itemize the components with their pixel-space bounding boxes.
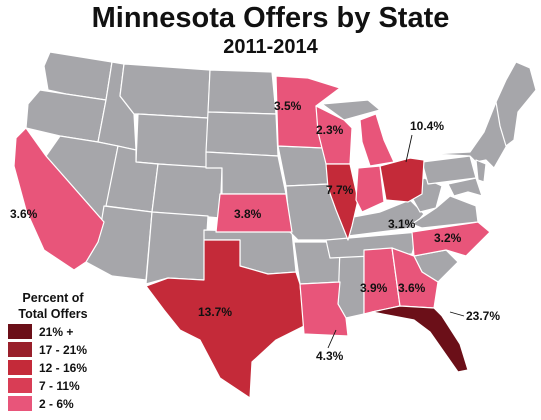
state-mi xyxy=(359,113,395,167)
legend-swatch xyxy=(8,360,32,375)
legend-label: 17 - 21% xyxy=(39,342,88,357)
label-la: 4.3% xyxy=(316,349,344,363)
legend-item: 7 - 11% xyxy=(8,377,148,394)
label-ks: 3.8% xyxy=(234,207,262,221)
state-mt xyxy=(119,63,211,119)
legend-item: 21% + xyxy=(8,323,148,340)
state-ca xyxy=(13,127,105,271)
map-subtitle: 2011-2014 xyxy=(223,36,318,58)
state-oh xyxy=(379,157,425,203)
label-mn: 3.5% xyxy=(274,99,302,113)
leader-line-fl xyxy=(449,311,465,317)
label-ca: 3.6% xyxy=(10,207,38,221)
legend-swatch xyxy=(8,342,32,357)
label-oh: 10.4% xyxy=(410,119,444,133)
legend-swatch xyxy=(8,396,32,411)
legend-item: 17 - 21% xyxy=(8,341,148,358)
map-title: Minnesota Offers by State xyxy=(91,2,450,34)
legend: Percent of Total Offers 21% + 17 - 21% 1… xyxy=(8,290,148,412)
state-nd xyxy=(207,69,277,115)
state-ia xyxy=(277,145,331,187)
state-co xyxy=(151,163,223,219)
state-wy xyxy=(135,113,209,169)
state-mi-upper xyxy=(321,99,381,121)
state-nm xyxy=(145,211,209,285)
legend-title-line2: Total Offers xyxy=(18,307,88,321)
label-il: 7.7% xyxy=(326,183,354,197)
state-la xyxy=(299,281,349,337)
label-fl: 23.7% xyxy=(466,309,500,323)
state-or xyxy=(25,89,107,143)
legend-label: 12 - 16% xyxy=(39,360,88,375)
state-va xyxy=(411,195,479,229)
state-new-england xyxy=(495,61,537,147)
label-ga: 3.6% xyxy=(398,281,426,295)
legend-item: 2 - 6% xyxy=(8,395,148,412)
label-ky: 3.1% xyxy=(388,217,416,231)
state-ks xyxy=(215,193,293,233)
label-nc: 3.2% xyxy=(434,231,462,245)
legend-title: Percent of Total Offers xyxy=(8,290,98,322)
state-il xyxy=(325,163,359,241)
state-nc xyxy=(411,221,491,257)
legend-label: 2 - 6% xyxy=(39,396,74,411)
label-al: 3.9% xyxy=(360,281,388,295)
legend-swatch xyxy=(8,324,32,339)
state-fl xyxy=(371,305,469,373)
label-tx: 13.7% xyxy=(198,305,232,319)
legend-label: 21% + xyxy=(39,324,74,339)
legend-swatch xyxy=(8,378,32,393)
legend-title-line1: Percent of xyxy=(22,291,84,305)
leader-line-la xyxy=(327,329,337,349)
state-md-de xyxy=(447,177,483,197)
state-in xyxy=(355,165,385,213)
legend-item: 12 - 16% xyxy=(8,359,148,376)
state-nj xyxy=(475,159,487,183)
legend-label: 7 - 11% xyxy=(39,378,80,393)
leader-line-oh xyxy=(405,134,413,163)
state-tx xyxy=(145,239,305,399)
label-wi: 2.3% xyxy=(316,123,344,137)
state-sd xyxy=(205,111,279,157)
